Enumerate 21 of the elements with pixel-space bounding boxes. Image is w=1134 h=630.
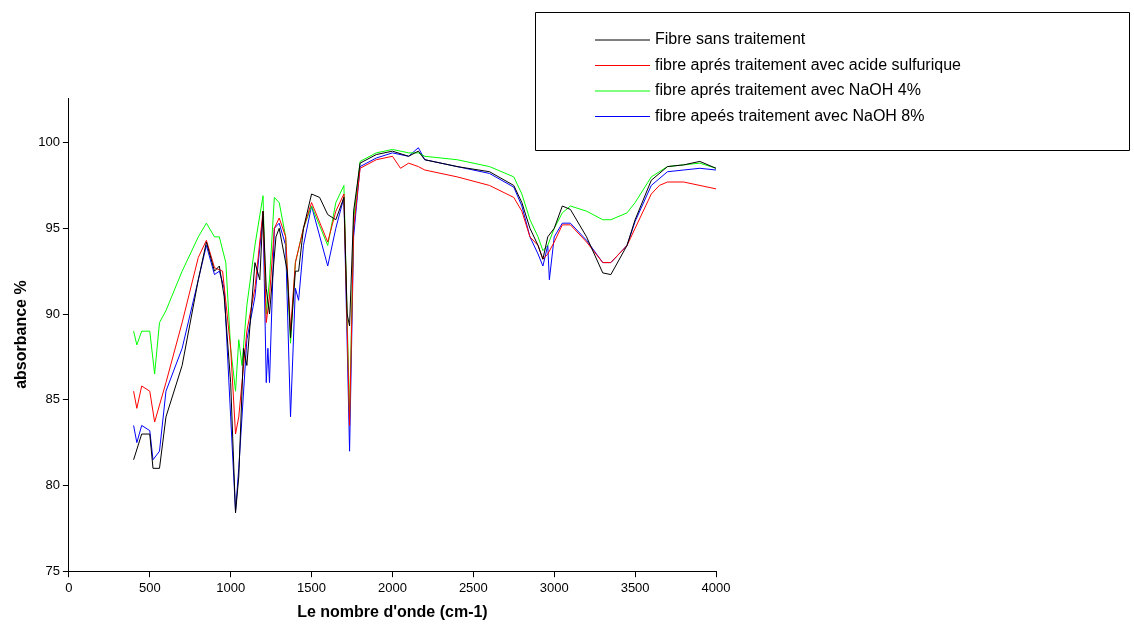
y-tick-label: 90 — [45, 305, 60, 321]
x-tick-label: 2000 — [377, 579, 407, 595]
x-tick-label: 1000 — [216, 579, 246, 595]
x-tick-label: 2500 — [458, 579, 488, 595]
y-tick-label: 100 — [38, 134, 60, 150]
y-tick-label: 75 — [45, 562, 60, 578]
x-tick-label: 3000 — [539, 579, 569, 595]
y-tick-label: 80 — [45, 477, 60, 493]
x-tick-label: 0 — [65, 579, 73, 595]
x-tick-label: 4000 — [701, 579, 731, 595]
x-tick-label: 500 — [138, 579, 161, 595]
x-tick-label: 3500 — [620, 579, 650, 595]
x-axis-title: Le nombre d'onde (cm-1) — [297, 602, 488, 620]
legend-label: fibre aprés traitement avec NaOH 4% — [655, 81, 921, 99]
legend-label: fibre aprés traitement avec acide sulfurique — [655, 55, 962, 73]
x-tick-label: 1500 — [297, 579, 327, 595]
y-tick-label: 95 — [45, 219, 60, 235]
legend-label: Fibre sans traitement — [655, 30, 806, 48]
y-axis-title: absorbance % — [12, 280, 30, 389]
y-tick-label: 85 — [45, 391, 60, 407]
legend-label: fibre apeés traitement avec NaOH 8% — [655, 106, 925, 124]
